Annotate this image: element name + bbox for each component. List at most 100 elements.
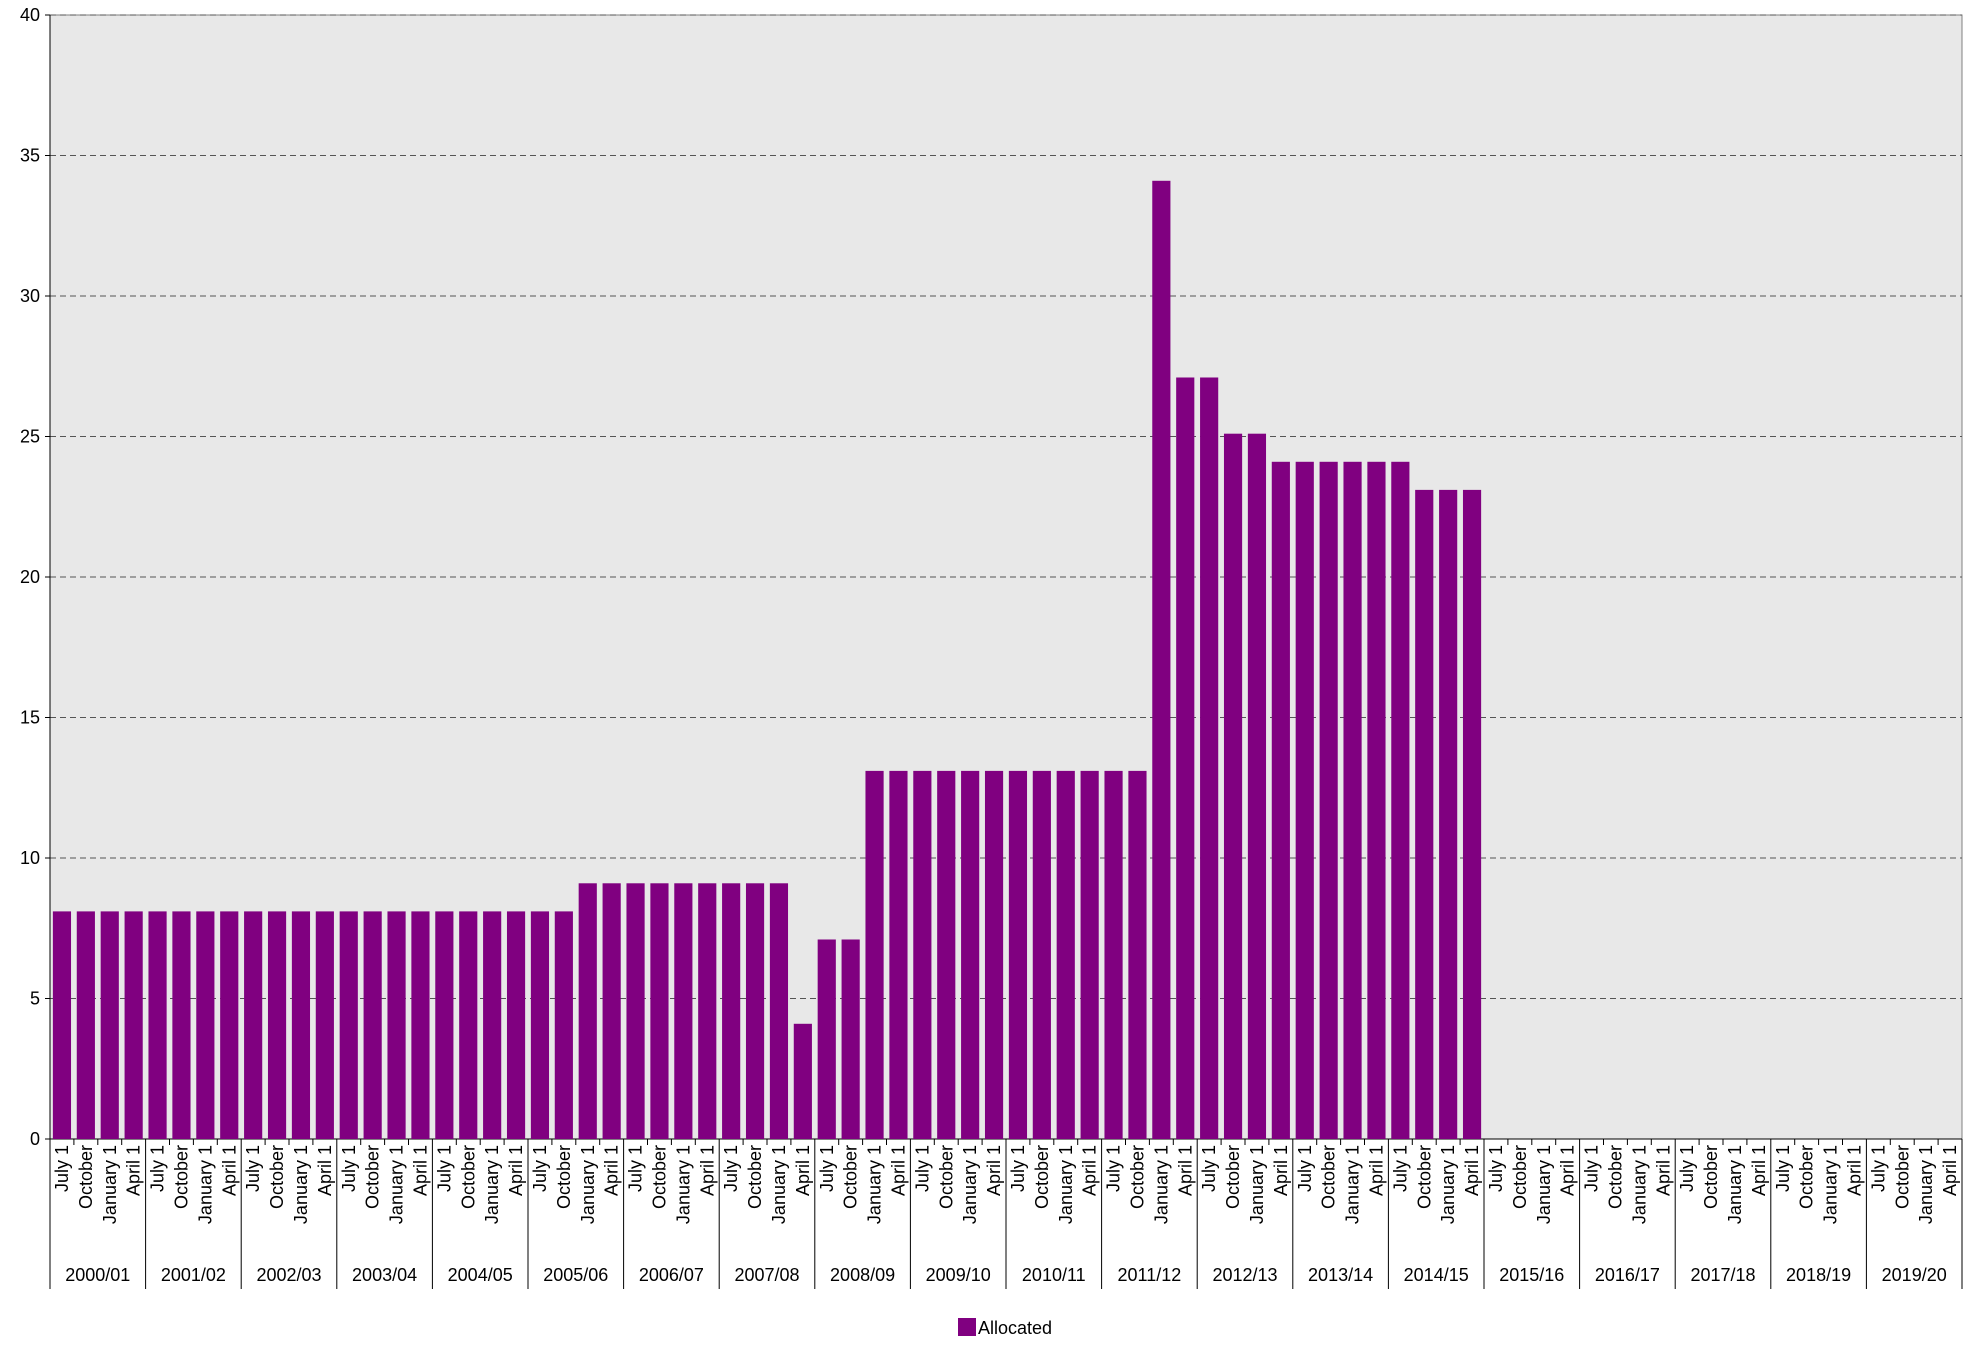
x-tick-label: January 1	[1629, 1145, 1649, 1224]
x-tick-label: July 1	[721, 1145, 741, 1192]
bar	[52, 911, 72, 1139]
x-tick-label: January 1	[1056, 1145, 1076, 1224]
x-tick-label: January 1	[100, 1145, 120, 1224]
group-label: 2005/06	[543, 1265, 608, 1285]
bar	[196, 911, 215, 1139]
bar	[1295, 461, 1314, 1139]
x-tick-label: October	[1892, 1145, 1912, 1209]
y-tick-label: 40	[20, 5, 40, 25]
x-tick-label: July 1	[1295, 1145, 1315, 1192]
x-tick-label: April 1	[1366, 1145, 1386, 1196]
x-tick-label: January 1	[387, 1145, 407, 1224]
bar	[578, 883, 597, 1139]
group-label: 2010/11	[1022, 1265, 1086, 1285]
bar	[411, 911, 430, 1139]
x-tick-label: April 1	[1558, 1145, 1578, 1196]
x-tick-label: January 1	[865, 1145, 885, 1224]
x-tick-label: October	[363, 1145, 383, 1209]
x-tick-label: January 1	[673, 1145, 693, 1224]
y-tick-label: 30	[20, 286, 40, 306]
group-label: 2018/19	[1786, 1265, 1851, 1285]
x-tick-label: April 1	[984, 1145, 1004, 1196]
bar	[961, 770, 980, 1139]
x-tick-label: April 1	[602, 1145, 622, 1196]
x-tick-label: April 1	[1940, 1145, 1960, 1196]
group-label: 2000/01	[65, 1265, 130, 1285]
x-tick-label: April 1	[506, 1145, 526, 1196]
x-tick-label: October	[1605, 1145, 1625, 1209]
group-label: 2019/20	[1882, 1265, 1947, 1285]
x-tick-label: July 1	[912, 1145, 932, 1192]
group-label: 2003/04	[352, 1265, 417, 1285]
x-tick-label: October	[649, 1145, 669, 1209]
bar	[530, 911, 550, 1139]
x-tick-label: April 1	[793, 1145, 813, 1196]
group-label: 2004/05	[448, 1265, 513, 1285]
x-tick-label: April 1	[1653, 1145, 1673, 1196]
x-tick-label: October	[76, 1145, 96, 1209]
x-tick-label: January 1	[769, 1145, 789, 1224]
bar	[1462, 489, 1482, 1139]
x-tick-label: July 1	[1390, 1145, 1410, 1192]
x-tick-label: July 1	[626, 1145, 646, 1192]
x-tick-label: July 1	[530, 1145, 550, 1192]
bar	[1319, 461, 1338, 1139]
bar	[889, 770, 908, 1139]
x-tick-label: January 1	[1534, 1145, 1554, 1224]
bar	[554, 911, 573, 1139]
group-label: 2002/03	[256, 1265, 321, 1285]
x-tick-label: January 1	[960, 1145, 980, 1224]
bar	[674, 883, 693, 1139]
x-tick-label: October	[745, 1145, 765, 1209]
bar	[817, 939, 836, 1139]
x-tick-label: January 1	[195, 1145, 215, 1224]
x-tick-label: July 1	[817, 1145, 837, 1192]
x-tick-label: January 1	[1247, 1145, 1267, 1224]
x-tick-label: April 1	[888, 1145, 908, 1196]
x-tick-label: January 1	[1821, 1145, 1841, 1224]
x-tick-label: July 1	[1199, 1145, 1219, 1192]
bar	[769, 883, 789, 1139]
bar	[1008, 770, 1028, 1139]
bar	[1056, 770, 1075, 1139]
y-tick-label: 25	[20, 427, 40, 447]
x-tick-label: October	[936, 1145, 956, 1209]
bar	[1271, 461, 1290, 1139]
x-tick-label: April 1	[410, 1145, 430, 1196]
x-tick-label: October	[1127, 1145, 1147, 1209]
bar	[602, 883, 621, 1139]
legend-label: Allocated	[978, 1318, 1052, 1338]
bar	[172, 911, 191, 1139]
bar	[650, 883, 669, 1139]
bar	[483, 911, 502, 1139]
bar	[913, 770, 932, 1139]
x-tick-label: October	[1223, 1145, 1243, 1209]
x-tick-label: October	[1319, 1145, 1339, 1209]
group-label: 2007/08	[734, 1265, 799, 1285]
x-tick-label: July 1	[243, 1145, 263, 1192]
bar	[1367, 461, 1386, 1139]
x-tick-label: January 1	[1438, 1145, 1458, 1224]
bar	[267, 911, 287, 1139]
group-label: 2016/17	[1595, 1265, 1660, 1285]
group-label: 2015/16	[1499, 1265, 1564, 1285]
bar	[1439, 489, 1458, 1139]
x-tick-label: April 1	[124, 1145, 144, 1196]
x-tick-label: January 1	[1151, 1145, 1171, 1224]
x-tick-label: April 1	[1462, 1145, 1482, 1196]
bar	[1080, 770, 1099, 1139]
y-tick-label: 0	[30, 1129, 40, 1149]
y-tick-label: 20	[20, 567, 40, 587]
bar	[220, 911, 239, 1139]
x-tick-label: April 1	[1080, 1145, 1100, 1196]
bar	[387, 911, 406, 1139]
x-tick-label: July 1	[1582, 1145, 1602, 1192]
bar	[698, 883, 717, 1139]
x-tick-label: July 1	[1104, 1145, 1124, 1192]
bar	[1415, 489, 1434, 1139]
y-tick-label: 35	[20, 146, 40, 166]
x-tick-label: April 1	[1271, 1145, 1291, 1196]
x-tick-label: October	[1797, 1145, 1817, 1209]
